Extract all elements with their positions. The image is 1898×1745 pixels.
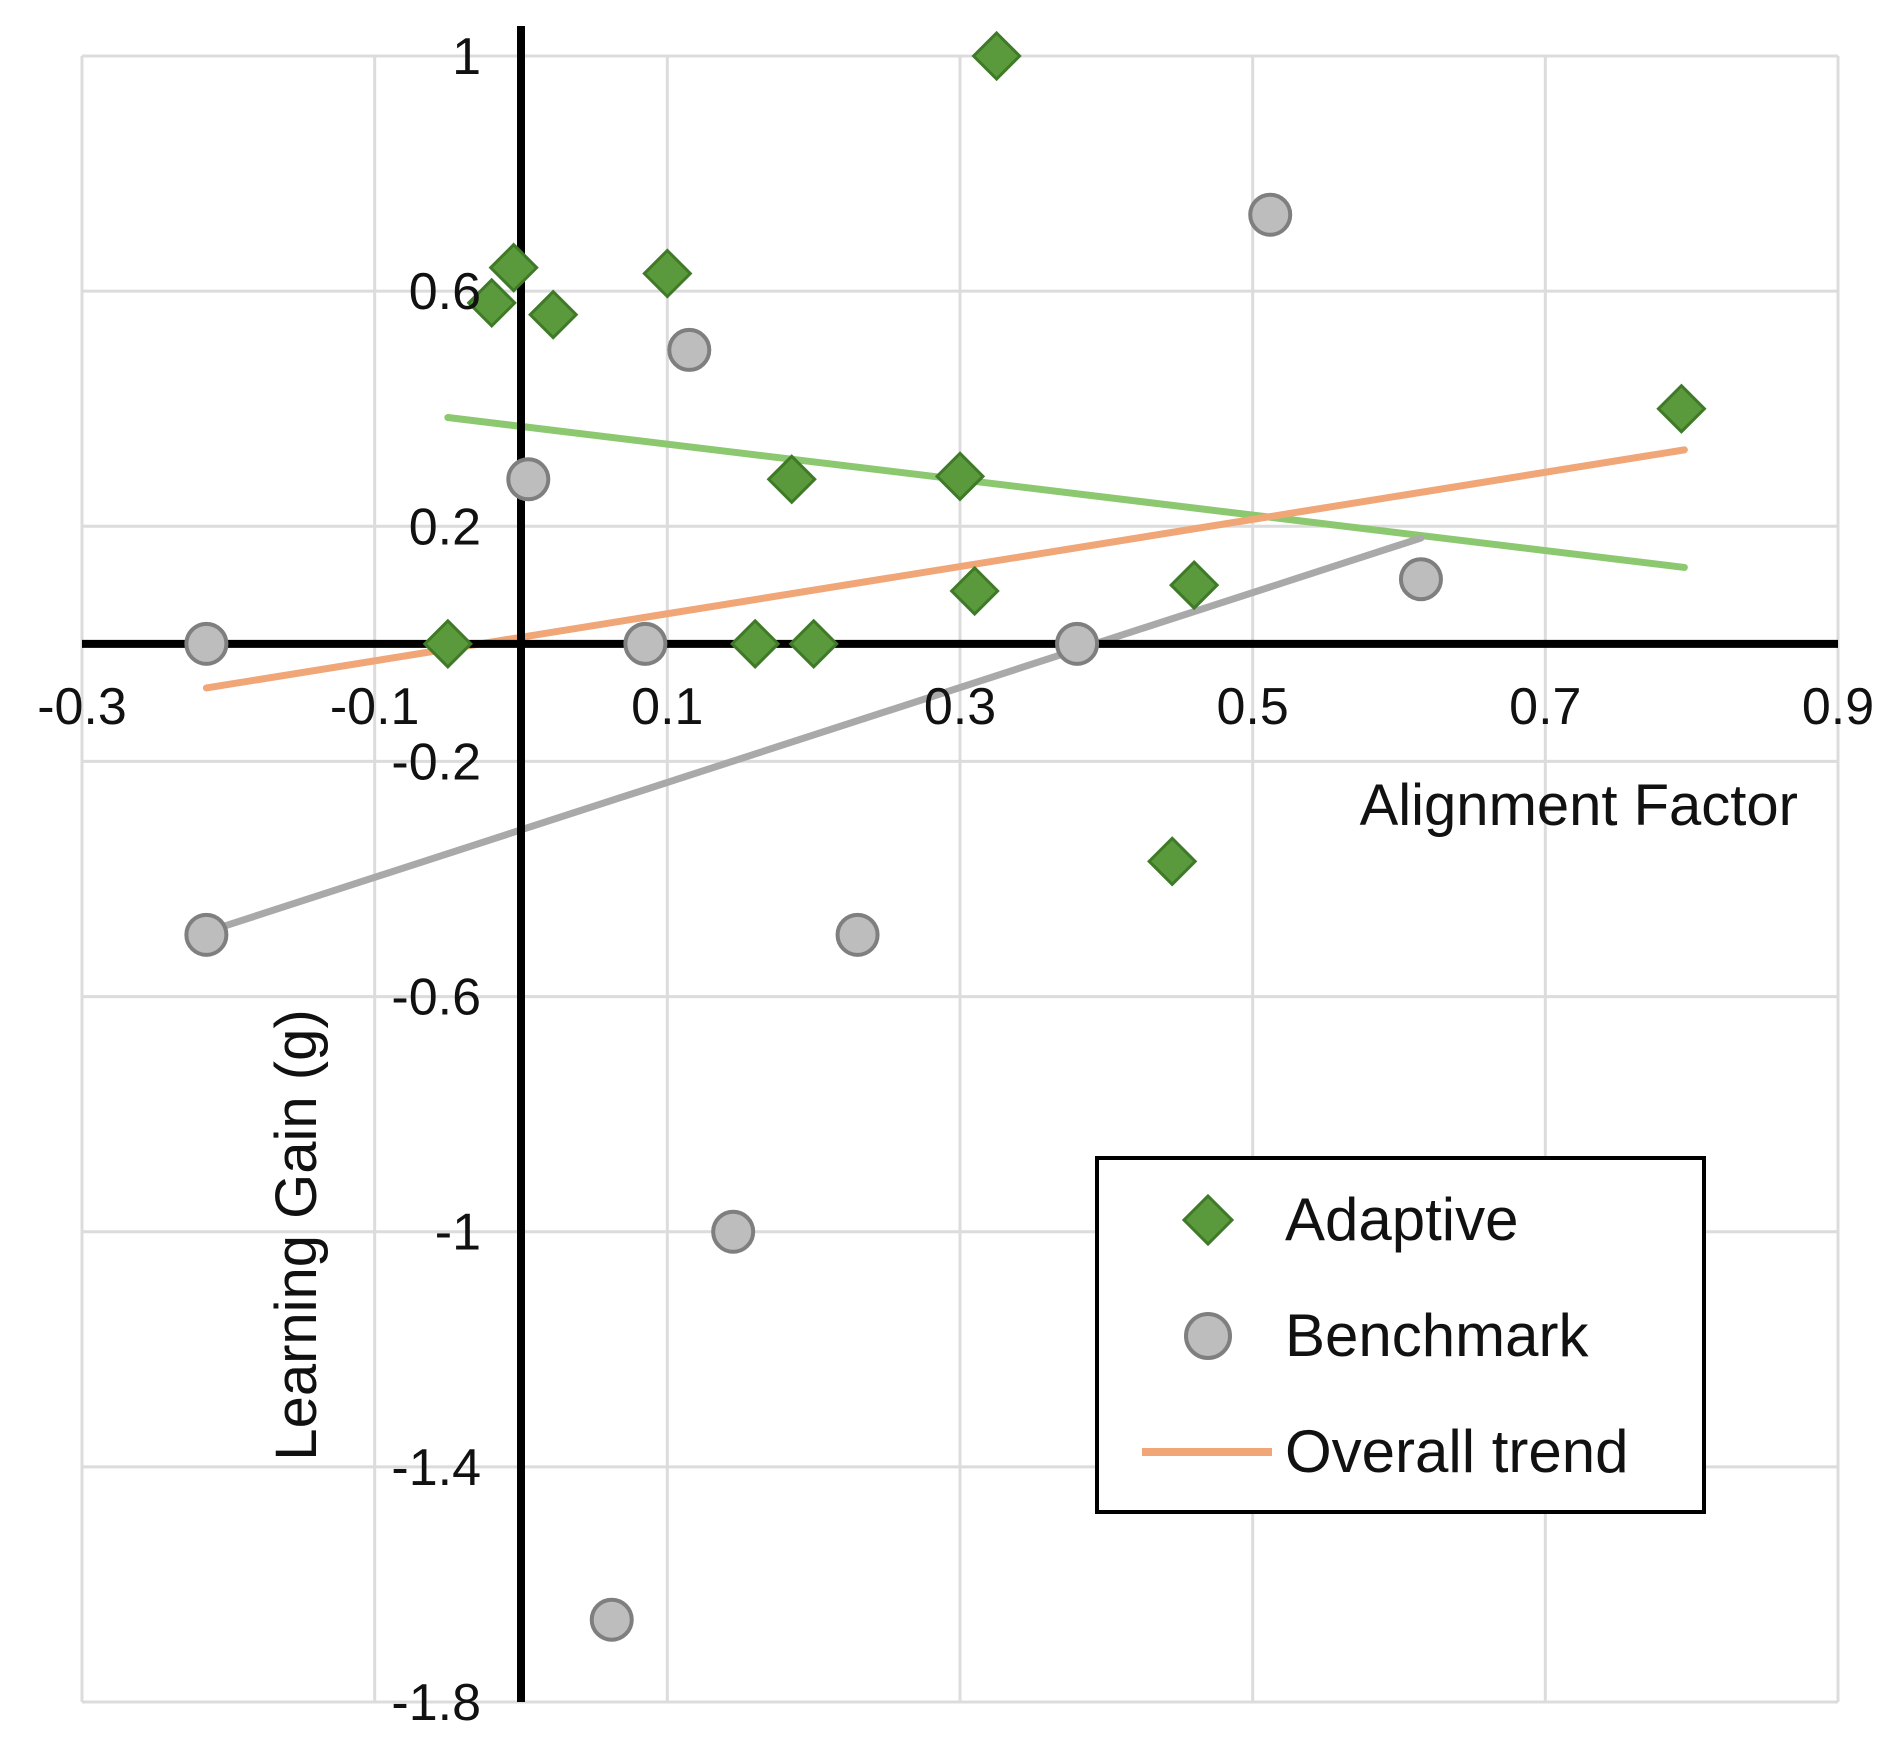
legend-benchmark-label: Benchmark	[1285, 1302, 1589, 1369]
adaptive-point-10	[422, 618, 473, 669]
trendline-benchmark-trend	[202, 534, 1425, 936]
adaptive-point-8	[949, 565, 1000, 617]
legend-item-overall-trend: Overall trend	[1142, 1418, 1628, 1485]
y-tick-label-1: 0.6	[409, 263, 481, 321]
benchmark-point-0	[1248, 192, 1293, 237]
x-tick-label-0: -0.3	[37, 678, 127, 736]
legend-item-benchmark: Benchmark	[1184, 1302, 1589, 1369]
benchmark-point-8	[835, 912, 880, 957]
adaptive-point-3	[528, 289, 579, 340]
adaptive-point-13	[1147, 836, 1198, 887]
legend-item-adaptive: Adaptive	[1181, 1186, 1519, 1253]
x-axis-title: Alignment Factor	[1360, 773, 1798, 838]
benchmark-point-5	[623, 621, 668, 666]
benchmark-point-1	[667, 327, 712, 372]
benchmark-point-3	[1398, 557, 1443, 602]
trendline-adaptive-trend	[444, 414, 1688, 571]
y-tick-label-6: -1.4	[391, 1439, 481, 1497]
adaptive-point-0	[971, 30, 1022, 82]
adaptive-point-5	[1656, 383, 1707, 434]
adaptive-point-7	[934, 451, 986, 502]
y-tick-label-3: -0.2	[391, 733, 481, 791]
adaptive-point-4	[642, 248, 693, 299]
x-tick-label-2: 0.1	[631, 678, 703, 736]
y-tick-label-0: 1	[452, 28, 481, 86]
legend-overall-trend-label: Overall trend	[1285, 1418, 1628, 1485]
x-tick-label-4: 0.5	[1217, 678, 1289, 736]
legend-benchmark-marker	[1184, 1312, 1232, 1360]
y-axis-title: Learning Gain (g)	[264, 1009, 329, 1460]
axes	[82, 26, 1838, 1702]
benchmark-point-9	[711, 1209, 756, 1254]
benchmark-point-10	[589, 1597, 634, 1642]
y-tick-label-5: -1	[435, 1204, 481, 1262]
y-tick-label-7: -1.8	[391, 1674, 481, 1732]
adaptive-point-2	[466, 277, 517, 329]
adaptive-point-6	[766, 454, 817, 505]
benchmark-point-2	[506, 457, 551, 502]
data-points	[184, 30, 1707, 1642]
y-tick-label-4: -0.6	[391, 969, 481, 1027]
x-tick-label-3: 0.3	[924, 678, 996, 736]
legend-adaptive-label: Adaptive	[1285, 1186, 1519, 1253]
legend: Adaptive Benchmark Overall trend	[1095, 1156, 1706, 1514]
benchmark-point-6	[1055, 621, 1100, 666]
benchmark-point-7	[184, 912, 229, 957]
adaptive-point-1	[488, 242, 539, 293]
x-tick-label-1: -0.1	[330, 678, 420, 736]
x-tick-label-6: 0.9	[1802, 678, 1874, 736]
adaptive-point-12	[788, 618, 839, 669]
adaptive-point-11	[730, 618, 781, 669]
tick-labels: -0.3 -0.1 0.1 0.3 0.5 0.7 0.9 1 0.6 0.2 -0.2 -0.6 -1…	[37, 28, 1874, 1732]
y-tick-label-2: 0.2	[409, 498, 481, 556]
benchmark-point-4	[184, 621, 229, 666]
legend-adaptive-marker	[1181, 1193, 1235, 1247]
x-tick-label-5: 0.7	[1509, 678, 1581, 736]
trendlines	[202, 414, 1688, 936]
adaptive-point-9	[1169, 559, 1220, 611]
